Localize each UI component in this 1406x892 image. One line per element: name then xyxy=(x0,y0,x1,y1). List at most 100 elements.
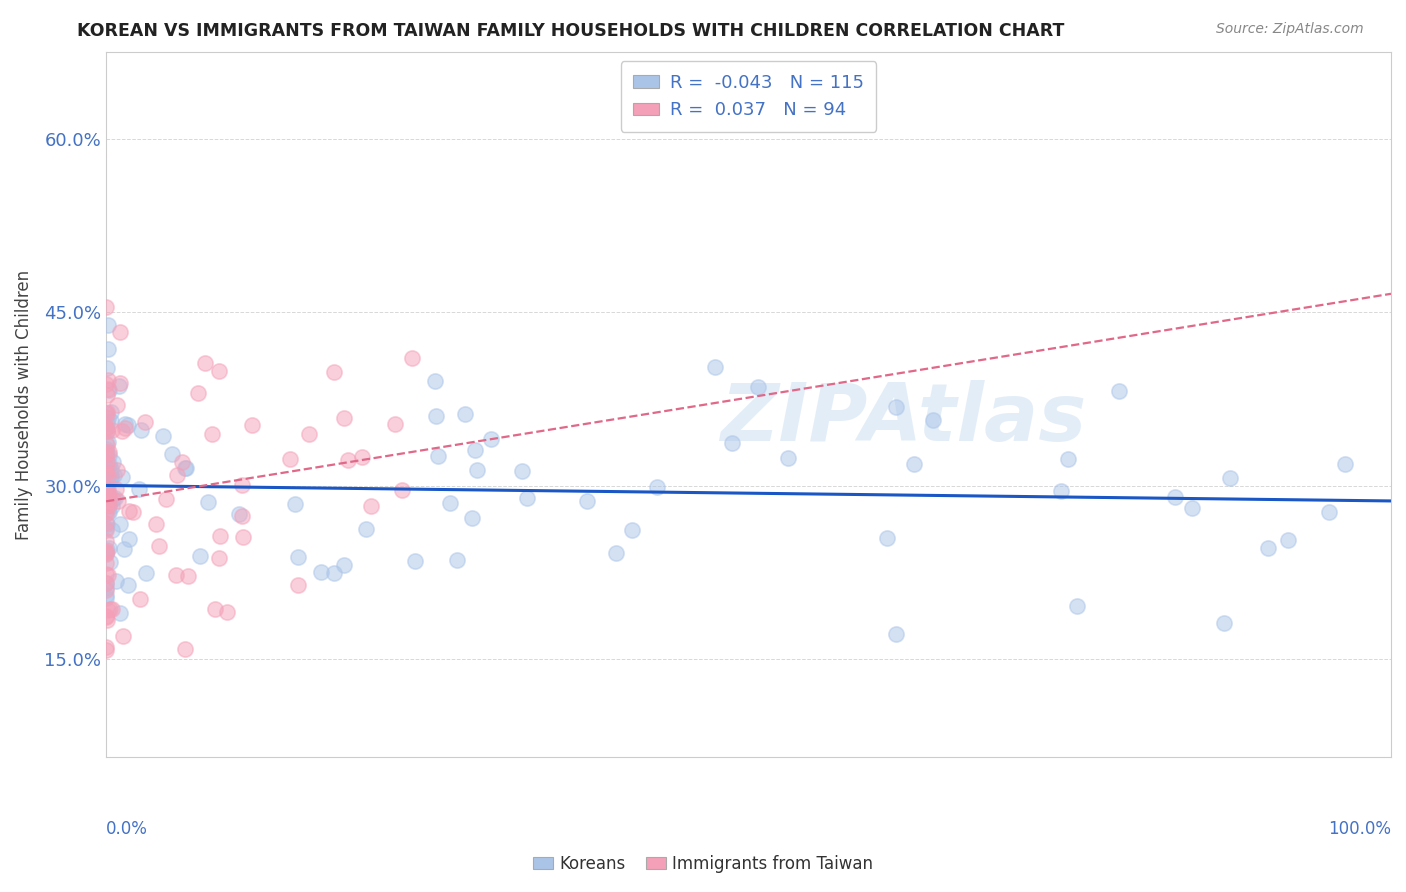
Point xyxy=(884,627,907,641)
Point xyxy=(96,409,118,424)
Point xyxy=(96,438,118,452)
Point xyxy=(94,588,117,602)
Point xyxy=(96,482,118,496)
Point xyxy=(96,388,118,402)
Point xyxy=(96,416,118,430)
Point xyxy=(152,429,174,443)
Point xyxy=(97,499,120,513)
Point xyxy=(231,478,253,492)
Point xyxy=(98,458,121,472)
Point xyxy=(94,498,117,512)
Point xyxy=(96,547,118,561)
Point xyxy=(94,466,117,480)
Point xyxy=(96,613,118,627)
Point xyxy=(425,409,447,423)
Point xyxy=(208,364,231,378)
Point xyxy=(1163,490,1185,504)
Point xyxy=(98,445,121,459)
Point xyxy=(97,491,120,506)
Point xyxy=(350,450,373,464)
Point xyxy=(145,516,167,531)
Point xyxy=(97,469,120,483)
Point xyxy=(94,477,117,491)
Point xyxy=(240,417,263,432)
Point xyxy=(384,417,406,432)
Point xyxy=(94,523,117,537)
Point xyxy=(174,461,197,475)
Point xyxy=(94,516,117,530)
Point xyxy=(1317,505,1340,519)
Point xyxy=(96,404,118,418)
Point xyxy=(94,556,117,570)
Point xyxy=(96,482,118,496)
Point xyxy=(166,467,188,482)
Point xyxy=(876,531,898,545)
Text: Source: ZipAtlas.com: Source: ZipAtlas.com xyxy=(1216,22,1364,37)
Point xyxy=(108,379,131,393)
Point xyxy=(903,457,925,471)
Point xyxy=(101,499,124,513)
Legend: R =  -0.043   N = 115, R =  0.037   N = 94: R = -0.043 N = 115, R = 0.037 N = 94 xyxy=(621,62,876,132)
Point xyxy=(118,532,141,546)
Point xyxy=(360,500,382,514)
Point xyxy=(94,421,117,435)
Point xyxy=(94,507,117,521)
Text: KOREAN VS IMMIGRANTS FROM TAIWAN FAMILY HOUSEHOLDS WITH CHILDREN CORRELATION CHA: KOREAN VS IMMIGRANTS FROM TAIWAN FAMILY … xyxy=(77,22,1064,40)
Point xyxy=(333,411,356,425)
Point xyxy=(100,523,122,537)
Point xyxy=(204,601,226,615)
Point xyxy=(98,471,121,485)
Point xyxy=(117,418,139,433)
Point xyxy=(354,522,377,536)
Point xyxy=(94,546,117,560)
Point xyxy=(100,470,122,484)
Point xyxy=(278,451,301,466)
Point xyxy=(391,483,413,497)
Point xyxy=(105,398,128,412)
Point xyxy=(108,376,131,391)
Point xyxy=(98,383,121,397)
Point xyxy=(1277,533,1299,548)
Y-axis label: Family Households with Children: Family Households with Children xyxy=(15,269,32,540)
Point xyxy=(111,629,134,643)
Point xyxy=(172,455,194,469)
Point xyxy=(96,576,118,591)
Point xyxy=(1334,457,1357,471)
Point xyxy=(105,463,128,477)
Point xyxy=(101,455,124,469)
Point xyxy=(1257,541,1279,555)
Point xyxy=(148,539,170,553)
Point xyxy=(97,482,120,496)
Point xyxy=(197,495,219,509)
Point xyxy=(96,542,118,557)
Point xyxy=(129,592,152,607)
Point xyxy=(100,467,122,482)
Point xyxy=(94,545,117,559)
Point xyxy=(1108,384,1130,398)
Point xyxy=(479,432,502,446)
Point xyxy=(228,507,250,521)
Point xyxy=(231,508,253,523)
Point xyxy=(97,495,120,509)
Point xyxy=(111,470,134,484)
Point xyxy=(114,421,136,435)
Point xyxy=(287,578,309,592)
Point xyxy=(884,401,907,415)
Point xyxy=(921,413,943,427)
Point xyxy=(605,546,627,560)
Point xyxy=(96,442,118,456)
Point xyxy=(134,415,156,429)
Point xyxy=(97,318,120,332)
Point xyxy=(103,467,125,482)
Point xyxy=(96,406,118,420)
Point xyxy=(97,373,120,387)
Point xyxy=(96,458,118,473)
Point xyxy=(112,542,135,557)
Point xyxy=(446,552,468,566)
Point xyxy=(122,505,145,519)
Point xyxy=(336,453,359,467)
Point xyxy=(322,365,344,379)
Point xyxy=(776,450,799,465)
Point xyxy=(94,482,117,496)
Point xyxy=(454,407,477,421)
